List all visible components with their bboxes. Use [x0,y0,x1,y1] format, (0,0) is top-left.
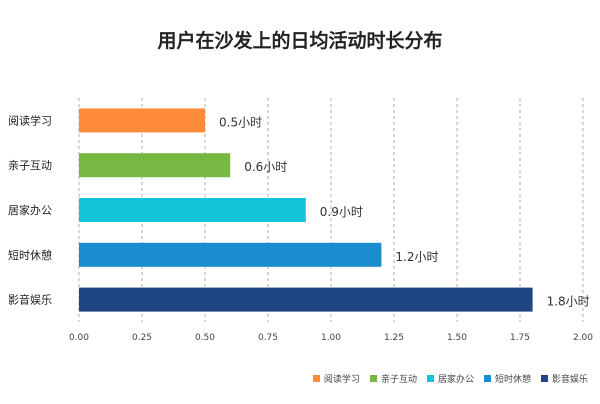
legend-item: 亲子互动 [369,372,417,385]
bar-3 [79,198,306,222]
legend-label: 阅读学习 [323,375,360,385]
x-tick-label: 1.00 [321,333,341,343]
category-label: 阅读学习 [8,113,52,127]
legend-label: 亲子互动 [380,375,417,385]
x-tick-label: 0.75 [258,333,278,343]
legend-swatch [483,375,491,382]
x-tick-label: 1.25 [384,333,404,343]
bar-5 [79,287,533,312]
legend-swatch [540,375,548,382]
x-tick-label: 0.50 [195,333,215,343]
legend-label: 影音娱乐 [551,375,588,385]
category-label: 居家办公 [8,203,52,217]
data-label: 0.5小时 [219,115,262,129]
data-label: 0.9小时 [320,205,363,219]
legend-item: 阅读学习 [312,372,360,385]
category-label: 影音娱乐 [8,293,52,307]
x-tick-label: 1.75 [510,333,530,343]
category-label: 亲子互动 [8,158,52,172]
legend-item: 影音娱乐 [540,372,588,385]
bar-1 [79,108,205,133]
legend-swatch [426,375,434,382]
data-label: 0.6小时 [244,160,287,174]
bar-4 [79,242,382,267]
x-tick-label: 2.00 [573,333,593,343]
legend-label: 短时休憩 [494,375,531,385]
data-label: 1.8小时 [547,295,590,309]
legend-swatch [312,375,320,382]
legend: 阅读学习 亲子互动 居家办公 短时休憩 影音娱乐 [312,372,588,385]
legend-item: 短时休憩 [483,372,531,385]
legend-swatch [369,375,377,382]
data-label: 1.2小时 [395,250,438,264]
chart-title: 用户在沙发上的日均活动时长分布 [157,30,443,52]
x-tick-label: 0.00 [69,333,89,343]
x-tick-label: 0.25 [132,333,152,343]
bar-2 [79,153,231,178]
legend-item: 居家办公 [426,372,474,385]
legend-label: 居家办公 [437,375,474,385]
x-tick-label: 1.50 [447,333,467,343]
category-label: 短时休憩 [8,248,52,262]
